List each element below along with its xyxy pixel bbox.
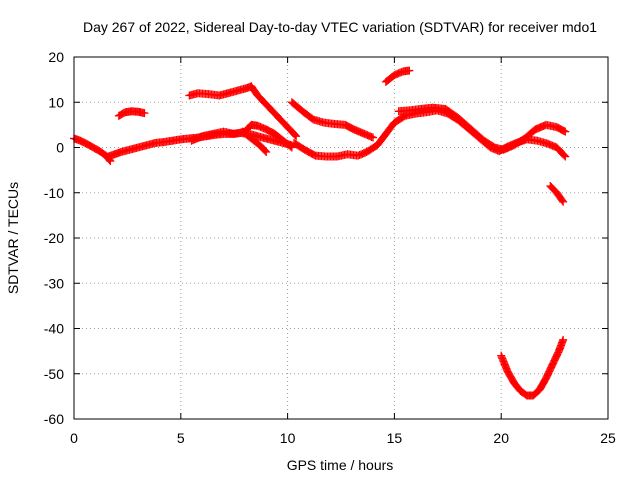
y-tick-label: -60	[44, 411, 64, 427]
y-tick-label: -20	[44, 230, 64, 246]
data-point	[559, 335, 568, 344]
y-tick-label: -30	[44, 275, 64, 291]
series-arc	[287, 98, 378, 142]
y-tick-label: 0	[56, 140, 64, 156]
x-tick-label: 25	[600, 430, 616, 446]
y-axis-label: SDTVAR / TECUs	[5, 182, 21, 294]
series-arc	[497, 335, 568, 400]
data-point	[561, 152, 570, 161]
data-series	[70, 66, 570, 400]
data-point	[559, 197, 568, 206]
y-tick-label: -50	[44, 366, 64, 382]
x-axis-label: GPS time / hours	[287, 457, 394, 473]
data-point	[561, 127, 570, 136]
x-tick-label: 10	[280, 430, 296, 446]
x-tick-label: 0	[70, 430, 78, 446]
data-point	[558, 196, 567, 205]
chart-title: Day 267 of 2022, Sidereal Day-to-day VTE…	[83, 19, 597, 35]
data-point	[292, 132, 301, 141]
data-point	[286, 142, 295, 151]
y-tick-label: -40	[44, 321, 64, 337]
series-arc	[247, 82, 301, 141]
series-arc	[114, 107, 149, 120]
y-tick-label: 10	[48, 94, 64, 110]
y-tick-label: -10	[44, 185, 64, 201]
series-arc	[238, 127, 271, 157]
data-point	[405, 66, 414, 75]
data-point	[560, 151, 569, 160]
data-point	[261, 146, 270, 155]
x-tick-label: 5	[177, 430, 185, 446]
series-arc	[394, 103, 570, 154]
grid-lines	[74, 57, 608, 419]
data-point	[291, 131, 300, 140]
data-point	[369, 133, 378, 142]
series-arc	[546, 181, 568, 206]
data-point	[287, 143, 296, 152]
tick-labels: 0 5 10 15 20 25 -60 -50 -40 -30 -20 -10 0 10 20	[44, 49, 616, 446]
data-point	[140, 109, 149, 118]
plot-frame	[73, 56, 609, 420]
x-tick-label: 15	[387, 430, 403, 446]
x-tick-label: 20	[493, 430, 509, 446]
series-arc	[187, 120, 296, 152]
data-point	[262, 148, 271, 157]
y-tick-label: 20	[48, 49, 64, 65]
series-arc	[381, 66, 414, 86]
